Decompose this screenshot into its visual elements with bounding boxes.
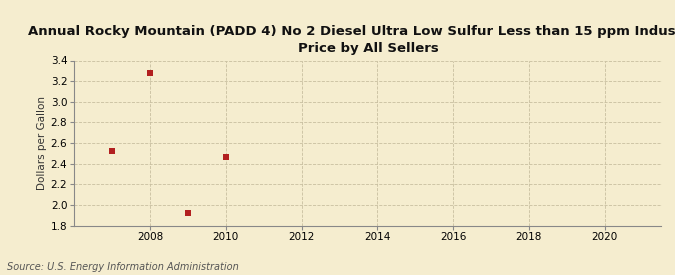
Text: Source: U.S. Energy Information Administration: Source: U.S. Energy Information Administ… [7, 262, 238, 272]
Title: Annual Rocky Mountain (PADD 4) No 2 Diesel Ultra Low Sulfur Less than 15 ppm Ind: Annual Rocky Mountain (PADD 4) No 2 Dies… [28, 25, 675, 55]
Point [107, 149, 117, 153]
Point [182, 211, 193, 215]
Y-axis label: Dollars per Gallon: Dollars per Gallon [36, 96, 47, 190]
Point [221, 155, 232, 160]
Point [144, 71, 155, 75]
